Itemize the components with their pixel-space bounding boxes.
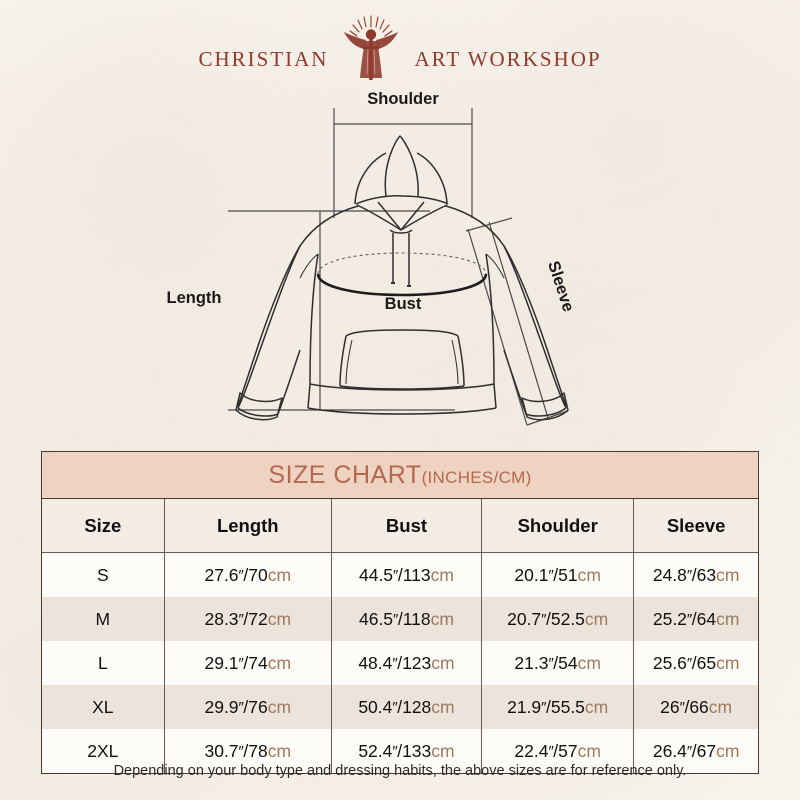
cell-bust: 46.5″/118cm bbox=[331, 597, 483, 641]
cell-shoulder: 22.4″/57cm bbox=[481, 729, 635, 773]
hoodie-outline bbox=[235, 135, 569, 421]
cell-sleeve: 26.4″/67cm bbox=[633, 729, 758, 773]
bust-measure-ellipse bbox=[316, 252, 488, 297]
cell-sleeve: 25.6″/65cm bbox=[633, 641, 758, 685]
cell-size: M bbox=[42, 597, 165, 641]
cell-shoulder: 20.7″/52.5cm bbox=[481, 597, 635, 641]
cell-size: L bbox=[42, 641, 165, 685]
chart-title-main: SIZE CHART bbox=[268, 460, 422, 489]
brand-name-right: ART WORKSHOP bbox=[414, 46, 602, 71]
cell-size: 2XL bbox=[42, 729, 165, 773]
size-chart-table: SIZE CHART(INCHES/CM) Size Length Bust S… bbox=[41, 451, 759, 774]
cell-sleeve: 25.2″/64cm bbox=[633, 597, 758, 641]
chart-title-band: SIZE CHART(INCHES/CM) bbox=[42, 452, 758, 499]
cell-length: 29.9″/76cm bbox=[164, 685, 332, 729]
table-row: S 27.6″/70cm 44.5″/113cm 20.1″/51cm 24.8… bbox=[42, 552, 758, 597]
cell-length: 29.1″/74cm bbox=[164, 641, 332, 685]
shoulder-dimension-lines bbox=[333, 108, 473, 218]
cell-length: 30.7″/78cm bbox=[164, 729, 332, 773]
table-row: L 29.1″/74cm 48.4″/123cm 21.3″/54cm 25.6… bbox=[42, 641, 758, 685]
column-header-shoulder: Shoulder bbox=[481, 499, 635, 553]
column-header-size: Size bbox=[42, 499, 165, 553]
cell-length: 27.6″/70cm bbox=[164, 552, 332, 597]
sleeve-dimension-lines bbox=[465, 217, 569, 426]
brand-header: CHRISTIAN bbox=[0, 14, 800, 84]
cell-size: S bbox=[42, 552, 165, 597]
cell-shoulder: 21.9″/55.5cm bbox=[481, 685, 635, 729]
cell-sleeve: 24.8″/63cm bbox=[633, 552, 758, 597]
column-header-length: Length bbox=[164, 499, 332, 553]
label-length: Length bbox=[167, 289, 222, 307]
label-shoulder: Shoulder bbox=[367, 90, 439, 108]
cell-shoulder: 21.3″/54cm bbox=[481, 641, 635, 685]
cell-bust: 44.5″/113cm bbox=[331, 552, 483, 597]
cell-sleeve: 26″/66cm bbox=[633, 685, 758, 729]
brand-name-left: CHRISTIAN bbox=[198, 46, 329, 71]
table-row: 2XL 30.7″/78cm 52.4″/133cm 22.4″/57cm 26… bbox=[42, 729, 758, 773]
table-row: M 28.3″/72cm 46.5″/118cm 20.7″/52.5cm 25… bbox=[42, 597, 758, 641]
hoodie-measurement-diagram: Shoulder Bust Length Sleeve bbox=[0, 78, 800, 448]
cell-shoulder: 20.1″/51cm bbox=[481, 552, 635, 597]
risen-christ-cross-icon bbox=[344, 15, 399, 80]
cell-bust: 50.4″/128cm bbox=[331, 685, 483, 729]
disclaimer-note: Depending on your body type and dressing… bbox=[113, 763, 687, 779]
length-dimension-lines bbox=[228, 210, 455, 411]
cell-bust: 52.4″/133cm bbox=[331, 729, 483, 773]
label-sleeve: Sleeve bbox=[544, 259, 577, 314]
cell-bust: 48.4″/123cm bbox=[331, 641, 483, 685]
cell-size: XL bbox=[42, 685, 165, 729]
measurements-table: Size Length Bust Shoulder Sleeve S 27.6″… bbox=[42, 499, 758, 773]
column-header-bust: Bust bbox=[331, 499, 483, 553]
column-header-sleeve: Sleeve bbox=[633, 499, 758, 553]
chart-title-units: (INCHES/CM) bbox=[421, 467, 532, 487]
label-bust: Bust bbox=[385, 295, 422, 313]
table-row: XL 29.9″/76cm 50.4″/128cm 21.9″/55.5cm 2… bbox=[42, 685, 758, 729]
chart-title: SIZE CHART(INCHES/CM) bbox=[268, 461, 531, 490]
cell-length: 28.3″/72cm bbox=[164, 597, 332, 641]
table-header-row: Size Length Bust Shoulder Sleeve bbox=[42, 499, 758, 553]
